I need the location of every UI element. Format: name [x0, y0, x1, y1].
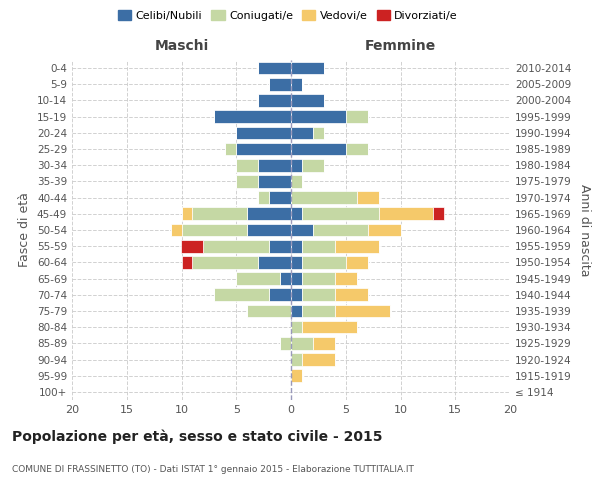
- Bar: [357, 192, 379, 204]
- Text: Femmine: Femmine: [365, 39, 436, 53]
- Bar: [193, 256, 258, 268]
- Bar: [302, 256, 346, 268]
- Bar: [236, 159, 258, 172]
- Bar: [291, 110, 346, 123]
- Text: Popolazione per età, sesso e stato civile - 2015: Popolazione per età, sesso e stato civil…: [12, 430, 383, 444]
- Bar: [346, 256, 368, 268]
- Y-axis label: Anni di nascita: Anni di nascita: [578, 184, 591, 276]
- Bar: [247, 224, 291, 236]
- Bar: [291, 62, 324, 74]
- Y-axis label: Fasce di età: Fasce di età: [19, 192, 31, 268]
- Bar: [346, 142, 368, 156]
- Bar: [335, 272, 357, 285]
- Bar: [291, 370, 302, 382]
- Bar: [291, 321, 302, 334]
- Bar: [291, 224, 313, 236]
- Bar: [181, 240, 203, 252]
- Bar: [291, 337, 313, 349]
- Bar: [302, 321, 356, 334]
- Bar: [280, 337, 291, 349]
- Bar: [258, 192, 269, 204]
- Bar: [302, 208, 379, 220]
- Bar: [269, 240, 291, 252]
- Bar: [313, 337, 335, 349]
- Bar: [302, 288, 335, 301]
- Bar: [302, 304, 335, 318]
- Bar: [335, 288, 368, 301]
- Bar: [379, 208, 433, 220]
- Bar: [291, 78, 302, 90]
- Bar: [247, 208, 291, 220]
- Bar: [269, 192, 291, 204]
- Bar: [291, 159, 302, 172]
- Bar: [302, 240, 335, 252]
- Bar: [433, 208, 444, 220]
- Bar: [236, 126, 291, 139]
- Bar: [258, 94, 291, 107]
- Bar: [182, 256, 193, 268]
- Bar: [335, 304, 389, 318]
- Text: Maschi: Maschi: [154, 39, 209, 53]
- Bar: [291, 240, 302, 252]
- Bar: [291, 256, 302, 268]
- Bar: [236, 175, 258, 188]
- Bar: [291, 353, 302, 366]
- Bar: [291, 142, 346, 156]
- Bar: [258, 256, 291, 268]
- Bar: [313, 126, 324, 139]
- Bar: [302, 353, 335, 366]
- Bar: [291, 288, 302, 301]
- Bar: [302, 272, 335, 285]
- Bar: [236, 142, 291, 156]
- Bar: [203, 240, 269, 252]
- Bar: [247, 304, 291, 318]
- Bar: [291, 175, 302, 188]
- Bar: [291, 192, 357, 204]
- Bar: [193, 208, 247, 220]
- Bar: [258, 175, 291, 188]
- Bar: [214, 110, 291, 123]
- Bar: [170, 224, 181, 236]
- Bar: [258, 159, 291, 172]
- Text: COMUNE DI FRASSINETTO (TO) - Dati ISTAT 1° gennaio 2015 - Elaborazione TUTTITALI: COMUNE DI FRASSINETTO (TO) - Dati ISTAT …: [12, 465, 414, 474]
- Bar: [226, 142, 236, 156]
- Bar: [335, 240, 379, 252]
- Bar: [313, 224, 368, 236]
- Bar: [182, 208, 193, 220]
- Bar: [280, 272, 291, 285]
- Bar: [291, 94, 324, 107]
- Bar: [236, 272, 280, 285]
- Bar: [302, 159, 324, 172]
- Bar: [214, 288, 269, 301]
- Bar: [346, 110, 368, 123]
- Bar: [291, 304, 302, 318]
- Bar: [269, 288, 291, 301]
- Legend: Celibi/Nubili, Coniugati/e, Vedovi/e, Divorziati/e: Celibi/Nubili, Coniugati/e, Vedovi/e, Di…: [113, 6, 463, 25]
- Bar: [291, 208, 302, 220]
- Bar: [368, 224, 401, 236]
- Bar: [291, 272, 302, 285]
- Bar: [269, 78, 291, 90]
- Bar: [291, 126, 313, 139]
- Bar: [181, 224, 247, 236]
- Bar: [258, 62, 291, 74]
